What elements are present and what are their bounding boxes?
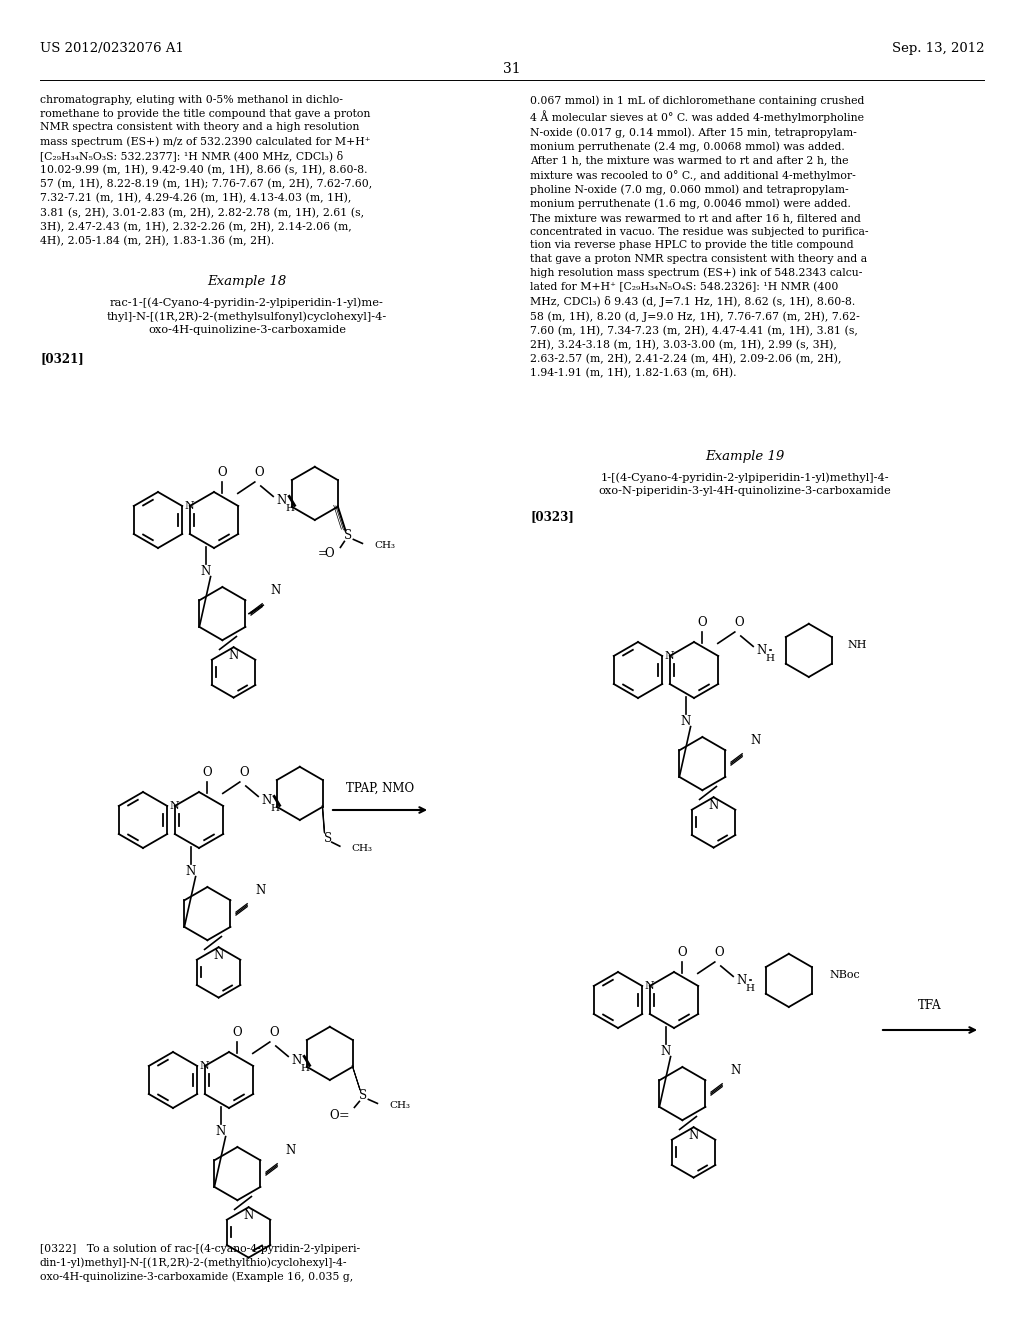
Text: N: N bbox=[215, 1125, 225, 1138]
Text: Example 18: Example 18 bbox=[208, 275, 287, 288]
Text: N: N bbox=[660, 1045, 671, 1059]
Text: H: H bbox=[745, 983, 755, 993]
Text: N: N bbox=[228, 648, 239, 661]
Text: O: O bbox=[254, 466, 263, 479]
Text: O: O bbox=[232, 1027, 243, 1040]
Text: H: H bbox=[286, 504, 295, 513]
Text: NH: NH bbox=[848, 640, 867, 651]
Text: N: N bbox=[756, 644, 766, 657]
Text: N: N bbox=[270, 583, 281, 597]
Text: N: N bbox=[736, 974, 746, 987]
Text: H: H bbox=[301, 1064, 309, 1073]
Text: N: N bbox=[645, 981, 654, 991]
Text: H: H bbox=[270, 804, 280, 813]
Text: O: O bbox=[697, 616, 708, 630]
Text: O: O bbox=[217, 466, 227, 479]
Text: CH₃: CH₃ bbox=[389, 1101, 411, 1110]
Text: US 2012/0232076 A1: US 2012/0232076 A1 bbox=[40, 42, 184, 55]
Text: N: N bbox=[285, 1143, 295, 1156]
Text: O: O bbox=[269, 1027, 279, 1040]
Text: N: N bbox=[688, 1129, 698, 1142]
Text: [0323]: [0323] bbox=[530, 510, 573, 523]
Text: S: S bbox=[344, 529, 352, 543]
Text: Sep. 13, 2012: Sep. 13, 2012 bbox=[892, 42, 984, 55]
Text: O: O bbox=[678, 946, 687, 960]
Text: TFA: TFA bbox=[919, 999, 942, 1012]
Text: O: O bbox=[325, 546, 334, 560]
Text: N: N bbox=[730, 1064, 740, 1077]
Text: N: N bbox=[185, 865, 196, 878]
Text: N: N bbox=[185, 502, 195, 511]
Text: N: N bbox=[255, 883, 265, 896]
Text: H: H bbox=[766, 653, 775, 663]
Text: TPAP, NMO: TPAP, NMO bbox=[346, 781, 414, 795]
Text: [0322]   To a solution of rac-[(4-cyano-4-pyridin-2-ylpiperi-
din-1-yl)methyl]-N: [0322] To a solution of rac-[(4-cyano-4-… bbox=[40, 1243, 360, 1283]
Text: O: O bbox=[734, 616, 743, 630]
Text: N: N bbox=[261, 793, 271, 807]
Text: S: S bbox=[359, 1089, 368, 1102]
Text: 31: 31 bbox=[503, 62, 521, 77]
Text: 1-[(4-Cyano-4-pyridin-2-ylpiperidin-1-yl)methyl]-4-
oxo-N-piperidin-3-yl-4H-quin: 1-[(4-Cyano-4-pyridin-2-ylpiperidin-1-yl… bbox=[599, 473, 891, 496]
Text: N: N bbox=[750, 734, 761, 747]
Text: O: O bbox=[203, 767, 212, 780]
Text: 0.067 mmol) in 1 mL of dichloromethane containing crushed
4 Å molecular sieves a: 0.067 mmol) in 1 mL of dichloromethane c… bbox=[530, 95, 868, 378]
Text: N: N bbox=[200, 1061, 210, 1071]
Text: N: N bbox=[665, 651, 675, 661]
Text: S: S bbox=[324, 832, 332, 845]
Text: O: O bbox=[239, 767, 249, 780]
Text: CH₃: CH₃ bbox=[375, 541, 395, 550]
Text: CH₃: CH₃ bbox=[352, 843, 373, 853]
Text: N: N bbox=[291, 1053, 301, 1067]
Text: O: O bbox=[330, 1109, 339, 1122]
Text: [0321]: [0321] bbox=[40, 352, 84, 366]
Text: Example 19: Example 19 bbox=[706, 450, 784, 463]
Text: N: N bbox=[276, 494, 287, 507]
Text: N: N bbox=[201, 565, 211, 578]
Text: NBoc: NBoc bbox=[829, 970, 860, 981]
Text: N: N bbox=[709, 799, 719, 812]
Text: chromatography, eluting with 0-5% methanol in dichlo-
romethane to provide the t: chromatography, eluting with 0-5% methan… bbox=[40, 95, 373, 246]
Text: =: = bbox=[339, 1109, 350, 1122]
Text: N: N bbox=[244, 1209, 254, 1222]
Text: O: O bbox=[714, 946, 724, 960]
Text: N: N bbox=[681, 715, 691, 729]
Text: =: = bbox=[317, 546, 328, 560]
Text: N: N bbox=[170, 801, 179, 810]
Text: rac-1-[(4-Cyano-4-pyridin-2-ylpiperidin-1-yl)me-
thyl]-N-[(1R,2R)-2-(methylsulfo: rac-1-[(4-Cyano-4-pyridin-2-ylpiperidin-… bbox=[106, 297, 387, 335]
Text: N: N bbox=[213, 949, 223, 962]
